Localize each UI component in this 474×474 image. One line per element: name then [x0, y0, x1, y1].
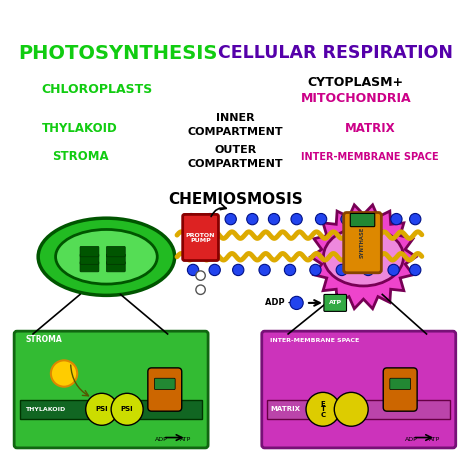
FancyBboxPatch shape [383, 368, 417, 411]
Circle shape [246, 213, 258, 225]
Circle shape [268, 213, 280, 225]
Circle shape [259, 264, 270, 275]
Text: MITOCHONDRIA: MITOCHONDRIA [301, 92, 411, 105]
Circle shape [196, 271, 205, 280]
FancyBboxPatch shape [344, 212, 382, 273]
Polygon shape [311, 205, 416, 309]
FancyBboxPatch shape [107, 262, 125, 272]
Text: INTER-MEMBRANE SPACE: INTER-MEMBRANE SPACE [301, 152, 439, 162]
FancyBboxPatch shape [80, 262, 99, 272]
Circle shape [306, 392, 340, 426]
FancyBboxPatch shape [390, 378, 410, 390]
Circle shape [111, 393, 143, 425]
Circle shape [310, 264, 321, 275]
Circle shape [225, 213, 237, 225]
Text: E
T
C: E T C [320, 401, 326, 418]
Text: CELLULAR RESPIRATION: CELLULAR RESPIRATION [218, 45, 453, 63]
Circle shape [366, 213, 378, 225]
FancyBboxPatch shape [262, 331, 456, 448]
Circle shape [187, 264, 199, 275]
Text: ATP: ATP [180, 438, 191, 442]
Text: THYLAKOID: THYLAKOID [26, 407, 66, 412]
Text: THYLAKOID: THYLAKOID [42, 122, 118, 135]
Text: ADP: ADP [155, 438, 168, 442]
FancyBboxPatch shape [155, 378, 175, 390]
Text: ADP +: ADP + [264, 299, 294, 308]
Circle shape [209, 264, 220, 275]
Text: CHLOROPLASTS: CHLOROPLASTS [41, 82, 153, 96]
Circle shape [196, 285, 205, 294]
FancyBboxPatch shape [20, 400, 202, 419]
Text: MATRIX: MATRIX [345, 122, 395, 135]
Ellipse shape [323, 228, 403, 286]
Text: ATP: ATP [328, 301, 342, 305]
FancyBboxPatch shape [148, 368, 182, 411]
FancyBboxPatch shape [107, 254, 125, 264]
Circle shape [233, 264, 244, 275]
Circle shape [284, 264, 296, 275]
FancyBboxPatch shape [324, 294, 346, 311]
Text: PSI: PSI [121, 406, 134, 412]
Circle shape [363, 264, 374, 275]
Circle shape [86, 393, 118, 425]
Text: CYTOPLASM+: CYTOPLASM+ [308, 76, 404, 89]
Circle shape [315, 213, 327, 225]
FancyBboxPatch shape [107, 246, 125, 257]
FancyBboxPatch shape [267, 400, 450, 419]
Text: SYNTHASE: SYNTHASE [360, 227, 365, 258]
Circle shape [185, 213, 197, 225]
Circle shape [410, 213, 421, 225]
Text: PROTON
PUMP: PROTON PUMP [186, 233, 215, 243]
Text: INNER
COMPARTMENT: INNER COMPARTMENT [188, 113, 283, 137]
Text: PHOTOSYNTHESIS: PHOTOSYNTHESIS [18, 44, 218, 63]
FancyBboxPatch shape [80, 254, 99, 264]
Circle shape [341, 213, 352, 225]
Circle shape [290, 296, 303, 310]
Circle shape [291, 213, 302, 225]
FancyBboxPatch shape [14, 331, 208, 448]
Circle shape [336, 264, 347, 275]
Circle shape [51, 360, 77, 387]
Circle shape [204, 213, 216, 225]
Circle shape [391, 213, 402, 225]
Text: STROMA: STROMA [52, 150, 109, 164]
FancyBboxPatch shape [350, 213, 375, 227]
Circle shape [334, 392, 368, 426]
Text: CHEMIOSMOSIS: CHEMIOSMOSIS [168, 192, 303, 207]
FancyBboxPatch shape [80, 246, 99, 257]
Text: MATRIX: MATRIX [270, 406, 300, 412]
FancyBboxPatch shape [182, 214, 219, 261]
Text: STROMA: STROMA [26, 335, 62, 344]
Circle shape [388, 264, 399, 275]
Ellipse shape [38, 218, 175, 295]
Circle shape [410, 264, 421, 275]
Ellipse shape [55, 229, 157, 284]
Text: INTER-MEMBRANE SPACE: INTER-MEMBRANE SPACE [270, 337, 359, 343]
Text: OUTER
COMPARTMENT: OUTER COMPARTMENT [188, 146, 283, 169]
Text: PSI: PSI [95, 406, 108, 412]
Text: ATP: ATP [429, 438, 441, 442]
Text: ADP: ADP [405, 438, 418, 442]
